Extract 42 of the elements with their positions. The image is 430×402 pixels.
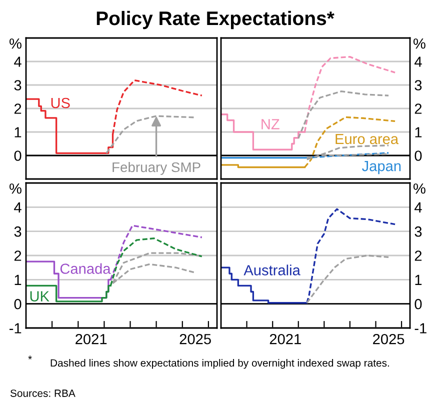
y-tick-label: 0 [414, 298, 422, 310]
y-tick-label: 2 [14, 104, 22, 114]
y-tick-label: 4 [414, 56, 422, 67]
y-tick-label: 4 [14, 56, 22, 67]
y-tick-label: 4 [414, 202, 422, 212]
x-tick-label: 2021 [270, 334, 301, 344]
y-tick-label: 2 [14, 250, 22, 261]
text: Dashed lines show expectations implied by overnight indexed swap rates. [50, 359, 389, 369]
series-label: US [51, 98, 70, 108]
y-axis-title: % [413, 38, 426, 49]
y-tick-label: 4 [14, 202, 22, 212]
y-tick-label: 2 [414, 250, 422, 261]
y-tick-label: 1 [415, 127, 422, 138]
y-tick-label: -1 [414, 323, 426, 334]
y-tick-label: 3 [14, 80, 22, 90]
y-tick-label: 1 [415, 274, 422, 285]
y-tick-label: 1 [14, 127, 22, 138]
y-tick-label: 0 [14, 150, 22, 161]
series-label: UK [30, 291, 50, 302]
series-label: Canada [60, 263, 111, 274]
y-tick-label: 3 [414, 226, 422, 237]
y-tick-label: 1 [14, 274, 22, 285]
text: Euro area [336, 134, 399, 144]
annotation: February SMP [112, 162, 200, 175]
series-label: Australia [244, 264, 300, 276]
chart-title: Policy Rate Expectations* [96, 10, 334, 30]
x-tick-label: 2025 [373, 334, 404, 344]
y-tick-label: 0 [414, 150, 422, 161]
y-axis-title: % [413, 183, 426, 194]
series-label: NZ [262, 119, 280, 130]
x-tick-label: 2021 [76, 334, 107, 344]
y-tick-label: 3 [414, 80, 422, 90]
y-axis-title: % [10, 38, 22, 49]
y-axis-title: % [10, 183, 22, 194]
y-tick-label: 2 [414, 104, 422, 114]
source-note: Sources: RBA [10, 390, 76, 397]
y-tick-label: -1 [10, 323, 22, 334]
x-tick-label: 2025 [180, 334, 211, 344]
text: Japan [362, 161, 401, 174]
text: * [28, 356, 32, 360]
y-tick-label: 0 [14, 298, 22, 310]
y-tick-label: 3 [14, 226, 22, 237]
